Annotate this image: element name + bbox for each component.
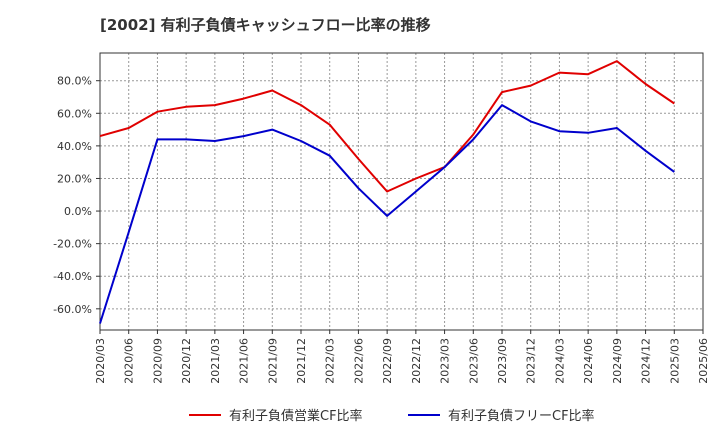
y-tick-label: 0.0% bbox=[64, 205, 92, 218]
series-lines bbox=[99, 60, 675, 324]
x-tick-label: 2022/12 bbox=[410, 338, 423, 384]
x-tick-label: 2021/03 bbox=[209, 338, 222, 384]
y-tick-label: 80.0% bbox=[57, 75, 92, 88]
series-line-2 bbox=[99, 104, 675, 324]
legend-label-2: 有利子負債フリーCF比率 bbox=[448, 408, 595, 424]
x-tick-label: 2021/12 bbox=[295, 338, 308, 384]
series-line-1 bbox=[99, 60, 675, 193]
x-tick-label: 2021/09 bbox=[266, 338, 279, 384]
x-tick-label: 2022/09 bbox=[381, 338, 394, 384]
plot-frame bbox=[99, 52, 704, 331]
y-tick-label: 40.0% bbox=[57, 140, 92, 153]
y-tick-label: 20.0% bbox=[57, 172, 92, 185]
x-tick-label: 2020/12 bbox=[180, 338, 193, 384]
x-tick-label: 2020/06 bbox=[123, 338, 136, 384]
x-tick-label: 2022/03 bbox=[324, 338, 337, 384]
y-tick-label: -40.0% bbox=[53, 270, 92, 283]
chart-title: [2002] 有利子負債キャッシュフロー比率の推移 bbox=[100, 16, 431, 34]
legend-label-1: 有利子負債営業CF比率 bbox=[229, 408, 363, 424]
y-tick-label: 60.0% bbox=[57, 107, 92, 120]
x-tick-label: 2020/09 bbox=[151, 338, 164, 384]
x-tick-label: 2024/03 bbox=[553, 338, 566, 384]
y-tick-label: -20.0% bbox=[53, 238, 92, 251]
x-tick-label: 2024/09 bbox=[611, 338, 624, 384]
y-axis-ticks: 80.0% 60.0% 40.0% 20.0% 0.0% -20.0% -40.0% -60.… bbox=[53, 75, 100, 316]
x-tick-label: 2024/06 bbox=[582, 338, 595, 384]
grid bbox=[100, 53, 703, 330]
x-tick-label: 2023/03 bbox=[439, 338, 452, 384]
x-axis-ticks: 2020/03 2020/06 2020/09 2020/12 2021/03 2021/… bbox=[94, 330, 710, 384]
x-tick-label: 2024/12 bbox=[640, 338, 653, 384]
x-tick-label: 2023/09 bbox=[496, 338, 509, 384]
x-tick-label: 2025/03 bbox=[668, 338, 681, 384]
legend: 有利子負債営業CF比率 有利子負債フリーCF比率 bbox=[189, 408, 595, 424]
y-tick-label: -60.0% bbox=[53, 303, 92, 316]
x-tick-label: 2021/06 bbox=[238, 338, 251, 384]
x-tick-label: 2023/12 bbox=[525, 338, 538, 384]
x-tick-label: 2025/06 bbox=[697, 338, 710, 384]
x-tick-label: 2023/06 bbox=[467, 338, 480, 384]
x-tick-label: 2022/06 bbox=[352, 338, 365, 384]
x-tick-label: 2020/03 bbox=[94, 338, 107, 384]
